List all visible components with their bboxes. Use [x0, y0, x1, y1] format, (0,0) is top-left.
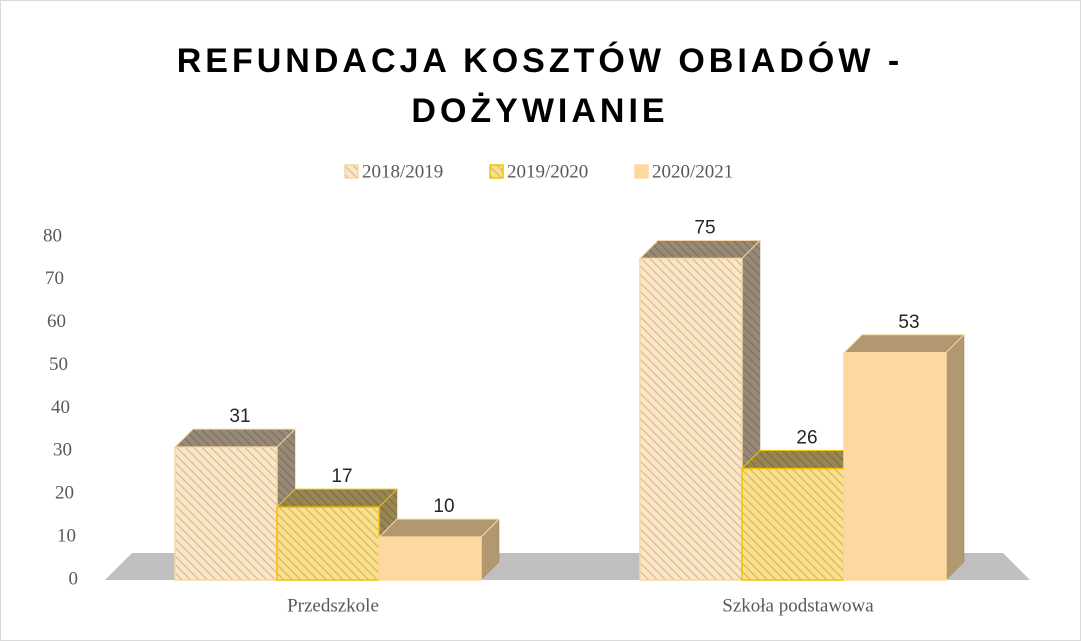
- y-tick-label: 80: [43, 225, 62, 246]
- legend-label: 2018/2019: [362, 161, 443, 182]
- data-label: 10: [433, 496, 454, 517]
- legend-swatch: [344, 164, 359, 179]
- legend-label: 2019/2020: [507, 161, 588, 182]
- legend-swatch: [634, 164, 649, 179]
- bar-top: [275, 488, 399, 508]
- data-label: 17: [331, 466, 352, 487]
- y-tick-label: 30: [53, 440, 72, 461]
- chart-title: REFUNDACJA KOSZTÓW OBIADÓW - DOŻYWIANIE: [176, 42, 904, 130]
- legend-label: 2020/2021: [652, 161, 733, 182]
- legend-swatch: [489, 164, 504, 179]
- bar: [377, 518, 501, 581]
- data-label: 26: [796, 428, 817, 449]
- x-tick-label: Szkoła podstawowa: [722, 595, 874, 616]
- bar: [275, 488, 399, 581]
- x-tick-label: Przedszkole: [287, 595, 379, 616]
- bar-front: [741, 467, 845, 581]
- bar-top: [377, 518, 501, 538]
- bar-front: [378, 536, 482, 581]
- y-tick-label: 70: [45, 268, 64, 289]
- y-tick-label: 50: [49, 354, 68, 375]
- y-tick-label: 0: [69, 568, 79, 589]
- bar-top: [173, 428, 297, 448]
- y-tick-label: 20: [55, 483, 74, 504]
- y-tick-label: 60: [47, 311, 66, 332]
- bar-front: [843, 352, 947, 581]
- bar-top: [638, 239, 762, 259]
- bar-top: [842, 334, 966, 354]
- y-tick-label: 10: [57, 525, 76, 546]
- y-tick-label: 40: [51, 397, 70, 418]
- data-label: 53: [898, 312, 919, 333]
- bar-front: [639, 257, 743, 581]
- bar-side: [945, 334, 965, 581]
- data-label: 31: [229, 406, 250, 427]
- bar-front: [276, 506, 380, 581]
- legend: 2018/2019 2019/2020 2020/2021: [344, 161, 733, 182]
- bar-front: [174, 446, 278, 581]
- bar: [842, 334, 966, 581]
- data-label: 75: [694, 217, 715, 238]
